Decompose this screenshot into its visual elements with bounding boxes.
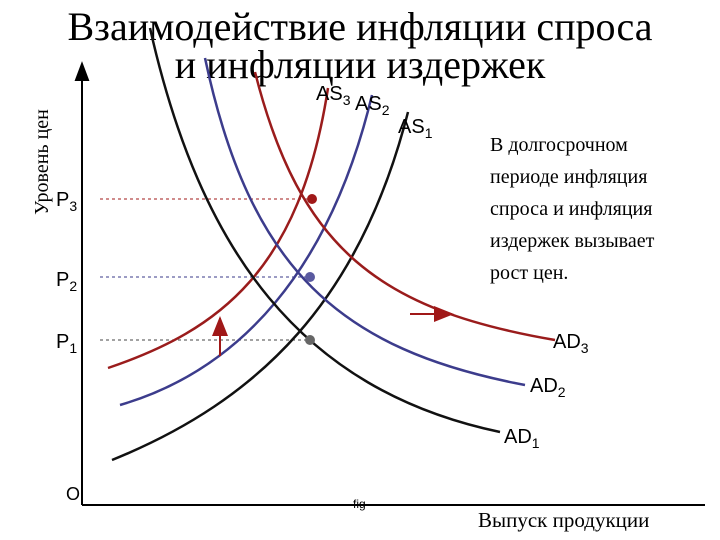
label-main: P bbox=[56, 189, 69, 211]
label-sub: 3 bbox=[343, 92, 351, 108]
label-sub: 3 bbox=[581, 340, 589, 356]
curve-label: AS1 bbox=[398, 116, 433, 141]
price-label: P1 bbox=[56, 331, 77, 356]
label-main: AS bbox=[316, 83, 343, 105]
curve-label: AD1 bbox=[504, 426, 540, 451]
origin-label: O bbox=[66, 484, 80, 504]
label-main: P bbox=[56, 331, 69, 353]
label-main: AD bbox=[553, 331, 581, 353]
curve-label: AD2 bbox=[530, 375, 566, 400]
equilibrium-point bbox=[307, 194, 317, 204]
title-line: Взаимодействие инфляции спроса bbox=[67, 4, 652, 49]
axes bbox=[74, 61, 705, 506]
guides bbox=[100, 198, 312, 341]
axis-arrow bbox=[74, 61, 90, 81]
label-sub: 2 bbox=[382, 102, 390, 118]
label-main: AS bbox=[355, 93, 382, 115]
equilibrium-point bbox=[305, 335, 315, 345]
label-sub: 2 bbox=[558, 384, 566, 400]
curve-label: AS3 bbox=[316, 83, 351, 108]
label-main: AD bbox=[504, 426, 532, 448]
ad2-curve bbox=[203, 57, 526, 387]
ad3-curve bbox=[253, 71, 556, 342]
label-main: AS bbox=[398, 116, 425, 138]
note-line: периоде инфляция bbox=[490, 166, 647, 188]
as2-curve bbox=[119, 94, 374, 407]
as1-curve bbox=[111, 111, 410, 462]
y-axis-label: Уровень цен bbox=[31, 109, 53, 215]
curves bbox=[107, 27, 556, 462]
label-sub: 1 bbox=[425, 125, 433, 141]
note-line: издержек вызывает bbox=[490, 230, 655, 252]
label-main: P bbox=[56, 269, 69, 291]
caption: fig bbox=[353, 497, 366, 511]
curve-label: AS2 bbox=[355, 93, 390, 118]
note-line: В долгосрочном bbox=[490, 134, 628, 156]
x-axis-label: Выпуск продукции bbox=[478, 508, 649, 532]
label-sub: 3 bbox=[69, 198, 77, 214]
label-sub: 1 bbox=[532, 435, 540, 451]
label-main: AD bbox=[530, 375, 558, 397]
as3-curve bbox=[107, 87, 330, 370]
ad1-curve bbox=[148, 27, 501, 434]
note-line: рост цен. bbox=[490, 262, 568, 284]
label-sub: 1 bbox=[69, 340, 77, 356]
title-line: и инфляции издержек bbox=[175, 42, 546, 87]
equilibrium-point bbox=[305, 272, 315, 282]
label-sub: 2 bbox=[69, 278, 77, 294]
price-label: P2 bbox=[56, 269, 77, 294]
price-label: P3 bbox=[56, 189, 77, 214]
curve-label: AD3 bbox=[553, 331, 589, 356]
note-line: спроса и инфляция bbox=[490, 198, 652, 220]
